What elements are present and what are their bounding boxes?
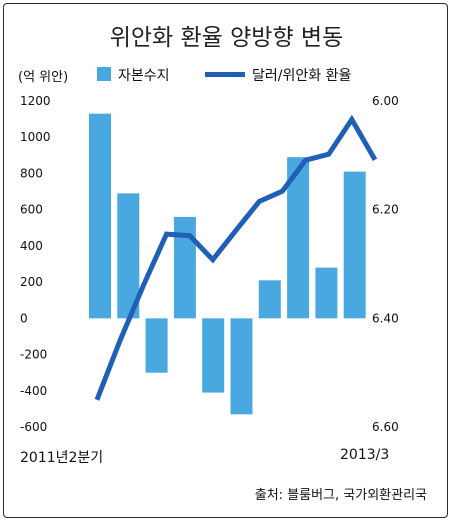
- left-tick-label: -400: [20, 384, 47, 398]
- bar-0: [89, 113, 111, 319]
- left-tick-label: 600: [20, 203, 43, 217]
- bar-5: [230, 318, 253, 415]
- left-tick-label: 1200: [20, 94, 51, 108]
- x-start-label: 2011년2분기: [20, 450, 104, 466]
- bar-9: [343, 171, 366, 319]
- bar-8: [315, 267, 338, 319]
- legend-line-label: 달러/위안화 환율: [252, 68, 352, 84]
- right-tick-label: 6.20: [372, 203, 399, 217]
- exchange-rate-line: [94, 114, 378, 401]
- chart-title: 위안화 환율 양방향 변동: [109, 25, 344, 51]
- bar-2: [145, 318, 168, 373]
- bar-6: [258, 280, 281, 319]
- legend-bar-label: 자본수지: [118, 68, 170, 84]
- bar-1: [117, 193, 140, 319]
- left-tick-label: 200: [20, 275, 43, 289]
- x-end-label: 2013/3: [340, 447, 390, 463]
- right-tick-label: 6.60: [372, 420, 399, 434]
- left-tick-label: 400: [20, 239, 43, 253]
- bar-7: [287, 157, 310, 319]
- chart-frame: [3, 3, 448, 518]
- right-tick-label: 6.40: [372, 311, 399, 325]
- left-tick-label: -200: [20, 348, 47, 362]
- source-note: 출처: 블룸버그, 국가외환관리국: [254, 488, 427, 503]
- left-tick-label: -600: [20, 420, 47, 434]
- left-tick-label: 800: [20, 166, 43, 180]
- bar-3: [173, 216, 196, 319]
- legend-bar-swatch: [97, 67, 111, 81]
- left-axis-unit: (억 위안): [18, 70, 69, 85]
- left-tick-label: 0: [20, 311, 28, 325]
- left-tick-label: 1000: [20, 130, 51, 144]
- bar-4: [202, 318, 225, 393]
- legend-line-swatch: [205, 72, 245, 77]
- right-tick-label: 6.00: [372, 94, 399, 108]
